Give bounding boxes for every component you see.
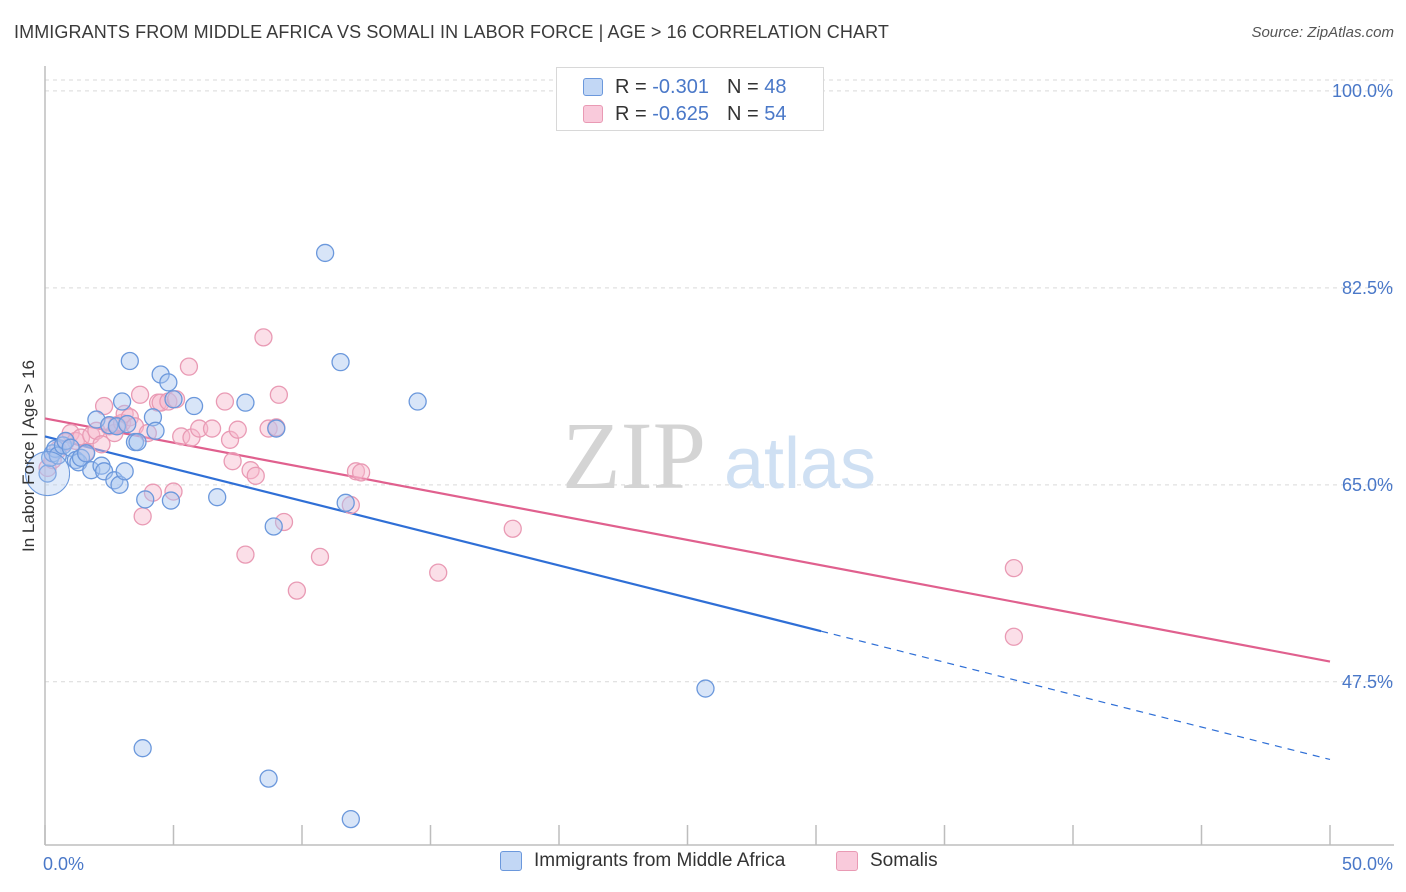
point-middle-africa (236, 393, 255, 412)
point-somali (133, 507, 152, 526)
series-legend: Immigrants from Middle Africa Somalis (0, 850, 1406, 880)
chart-title: IMMIGRANTS FROM MIDDLE AFRICA VS SOMALI … (14, 22, 889, 42)
point-somali (351, 463, 371, 482)
point-middle-africa (341, 809, 360, 829)
legend-r-label: R = (615, 75, 647, 98)
point-middle-africa (264, 517, 283, 536)
point-middle-africa (159, 373, 178, 392)
point-middle-africa (146, 421, 165, 440)
point-middle-africa (38, 464, 57, 483)
point-somali (190, 419, 209, 438)
x-tick-label: 0.0% (43, 854, 84, 874)
point-somali (246, 466, 265, 485)
point-middle-africa (164, 390, 183, 409)
point-somali (269, 385, 289, 404)
y-tick-label: 65.0% (1342, 475, 1393, 495)
point-middle-africa (267, 419, 286, 438)
point-middle-africa (136, 490, 155, 509)
point-somali (223, 452, 242, 471)
legend-n-label: N = (726, 102, 759, 125)
point-middle-africa (161, 491, 181, 510)
point-middle-africa (208, 488, 227, 507)
legend-swatch-pink (583, 105, 603, 123)
watermark-zip: ZIP (562, 402, 706, 509)
point-middle-africa (133, 739, 152, 758)
point-middle-africa (408, 392, 427, 411)
point-somali (310, 547, 330, 567)
point-middle-africa (94, 462, 114, 481)
trend-lines (44, 417, 1331, 761)
series-swatch-pink (836, 851, 858, 871)
series-legend-label: Somalis (870, 850, 938, 871)
axes (44, 66, 1394, 846)
point-somali (287, 581, 307, 600)
point-middle-africa (184, 396, 204, 416)
x-tick-label: 50.0% (1342, 854, 1393, 874)
series-legend-item-blue: Immigrants from Middle Africa (500, 850, 785, 872)
legend-n-value: 48 (764, 75, 787, 98)
point-somali (92, 435, 111, 454)
point-middle-africa (315, 243, 335, 263)
grid-lines (45, 79, 1394, 683)
point-middle-africa (128, 432, 147, 452)
point-somali (94, 396, 114, 416)
legend-n-label: N = (726, 75, 759, 98)
legend-n-value: 54 (764, 102, 787, 125)
point-somali (202, 419, 222, 438)
series-legend-item-pink: Somalis (836, 850, 938, 872)
y-tick-label: 47.5% (1342, 672, 1393, 692)
point-somali (130, 385, 150, 404)
trend-line-blue-extension (820, 630, 1331, 761)
correlation-legend: R = -0.301 N = 48 R = -0.625 N = 54 (556, 67, 824, 131)
source-credit: Source: ZipAtlas.com (1251, 24, 1394, 41)
point-somali (215, 392, 235, 411)
legend-swatch-blue (583, 78, 603, 96)
point-middle-africa (76, 444, 96, 463)
point-somali (179, 357, 199, 376)
point-middle-africa (118, 414, 137, 434)
point-somali (254, 328, 273, 347)
point-middle-africa (696, 679, 715, 698)
point-middle-africa (112, 392, 132, 411)
series-swatch-blue (500, 851, 522, 871)
watermark-atlas: atlas (724, 424, 876, 504)
trend-line-pink (44, 417, 1331, 663)
y-tick-label: 100.0% (1332, 81, 1393, 101)
data-points (25, 243, 1024, 829)
series-legend-label: Immigrants from Middle Africa (534, 850, 786, 871)
point-middle-africa (259, 769, 278, 788)
legend-r-value: -0.301 (652, 75, 709, 98)
point-middle-africa (143, 408, 163, 427)
y-tick-label: 82.5% (1342, 278, 1393, 298)
point-somali (503, 519, 522, 538)
point-somali (429, 563, 448, 582)
legend-r-value: -0.625 (652, 102, 709, 125)
point-somali (274, 512, 294, 532)
point-somali (259, 419, 278, 438)
point-somali (228, 420, 247, 439)
legend-row-pink: R = -0.625 N = 54 (557, 101, 786, 127)
point-middle-africa (336, 493, 355, 512)
watermark: ZIP atlas (562, 402, 876, 509)
legend-r-label: R = (615, 102, 647, 125)
tick-labels: 47.5% 65.0% 82.5% 100.0% 0.0% 50.0% (43, 81, 1393, 874)
point-somali (1004, 627, 1024, 646)
point-somali (1004, 558, 1024, 578)
legend-row-blue: R = -0.301 N = 48 (557, 74, 786, 100)
y-axis-title: In Labor Force | Age > 16 (19, 360, 38, 552)
point-middle-africa (331, 352, 350, 372)
point-middle-africa (120, 351, 139, 371)
point-somali (241, 461, 260, 480)
point-middle-africa (110, 475, 129, 494)
point-somali (236, 545, 255, 564)
point-cluster-bubble (25, 451, 71, 497)
point-middle-africa (115, 462, 134, 481)
trend-line-blue (44, 435, 822, 633)
point-middle-africa (100, 416, 119, 435)
